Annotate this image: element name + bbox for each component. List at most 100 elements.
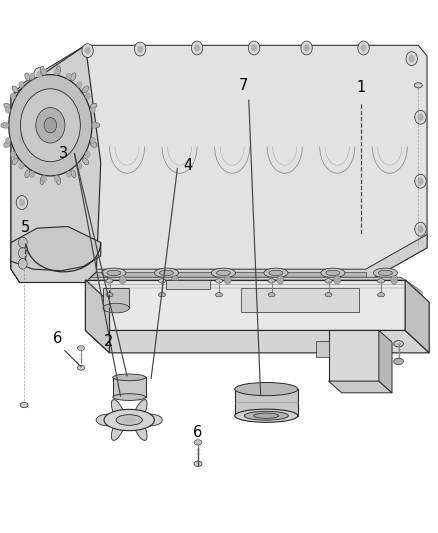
Ellipse shape: [83, 86, 88, 93]
Circle shape: [54, 175, 59, 182]
Ellipse shape: [25, 73, 30, 80]
Circle shape: [391, 276, 398, 284]
Circle shape: [18, 237, 27, 248]
Text: 4: 4: [183, 158, 192, 173]
Ellipse shape: [132, 414, 147, 440]
Ellipse shape: [244, 411, 288, 420]
Circle shape: [5, 137, 11, 143]
Circle shape: [66, 171, 71, 177]
Polygon shape: [328, 381, 392, 393]
Ellipse shape: [56, 176, 60, 184]
Circle shape: [29, 73, 35, 79]
Circle shape: [5, 107, 11, 114]
Text: 3: 3: [59, 146, 68, 161]
FancyBboxPatch shape: [316, 341, 329, 357]
Ellipse shape: [154, 268, 178, 278]
Ellipse shape: [394, 358, 403, 365]
Polygon shape: [113, 377, 146, 397]
Circle shape: [18, 248, 27, 259]
Text: 6: 6: [193, 425, 203, 440]
Ellipse shape: [235, 409, 298, 422]
Circle shape: [19, 135, 25, 142]
Circle shape: [358, 41, 369, 55]
Ellipse shape: [56, 66, 60, 75]
Ellipse shape: [90, 103, 97, 109]
Ellipse shape: [268, 279, 275, 283]
Polygon shape: [107, 277, 420, 296]
Ellipse shape: [113, 394, 145, 400]
Circle shape: [191, 41, 203, 55]
Circle shape: [248, 41, 260, 55]
Circle shape: [42, 69, 47, 75]
Ellipse shape: [132, 400, 147, 426]
Circle shape: [417, 114, 424, 121]
Circle shape: [42, 175, 47, 182]
Ellipse shape: [373, 268, 398, 278]
Circle shape: [34, 68, 45, 82]
Ellipse shape: [138, 414, 162, 426]
Circle shape: [134, 42, 146, 56]
Ellipse shape: [378, 279, 385, 283]
Ellipse shape: [78, 346, 85, 351]
Polygon shape: [166, 280, 210, 289]
Ellipse shape: [107, 270, 121, 276]
Ellipse shape: [104, 409, 154, 431]
Circle shape: [16, 196, 28, 209]
Circle shape: [137, 45, 143, 53]
Circle shape: [417, 225, 424, 233]
Circle shape: [360, 44, 367, 52]
Ellipse shape: [326, 270, 340, 276]
Circle shape: [85, 47, 91, 54]
Circle shape: [90, 107, 95, 114]
Ellipse shape: [106, 279, 113, 283]
Text: 7: 7: [238, 78, 248, 93]
Polygon shape: [405, 280, 429, 353]
Polygon shape: [85, 280, 423, 296]
Ellipse shape: [1, 123, 8, 128]
Circle shape: [19, 82, 24, 88]
Circle shape: [415, 110, 426, 124]
Circle shape: [21, 89, 80, 161]
Circle shape: [66, 73, 71, 79]
Ellipse shape: [102, 268, 126, 278]
Circle shape: [82, 44, 93, 58]
Circle shape: [304, 44, 310, 52]
Ellipse shape: [394, 341, 403, 347]
Ellipse shape: [325, 293, 332, 297]
Ellipse shape: [254, 413, 279, 418]
Circle shape: [406, 52, 417, 66]
Circle shape: [11, 151, 16, 158]
Ellipse shape: [159, 293, 166, 297]
Ellipse shape: [211, 268, 236, 278]
Text: 2: 2: [104, 334, 113, 349]
Circle shape: [36, 108, 65, 143]
Circle shape: [16, 244, 28, 257]
Ellipse shape: [159, 270, 173, 276]
Circle shape: [19, 199, 25, 206]
Circle shape: [18, 259, 27, 269]
Text: 6: 6: [53, 332, 63, 346]
Polygon shape: [11, 227, 101, 271]
Circle shape: [16, 132, 28, 146]
Polygon shape: [11, 45, 101, 282]
Circle shape: [4, 122, 9, 128]
Ellipse shape: [20, 402, 28, 408]
Ellipse shape: [378, 293, 385, 297]
Ellipse shape: [268, 293, 275, 297]
Ellipse shape: [111, 400, 126, 426]
Circle shape: [417, 177, 424, 185]
Circle shape: [224, 276, 231, 284]
Circle shape: [90, 137, 95, 143]
Circle shape: [85, 93, 90, 99]
Ellipse shape: [116, 415, 142, 425]
Ellipse shape: [113, 374, 145, 381]
Circle shape: [415, 174, 426, 188]
Ellipse shape: [414, 83, 422, 88]
Circle shape: [92, 122, 97, 128]
Polygon shape: [235, 389, 298, 416]
Polygon shape: [379, 330, 392, 393]
Ellipse shape: [194, 440, 202, 445]
Circle shape: [29, 171, 35, 177]
Circle shape: [9, 75, 92, 176]
Circle shape: [119, 276, 126, 284]
